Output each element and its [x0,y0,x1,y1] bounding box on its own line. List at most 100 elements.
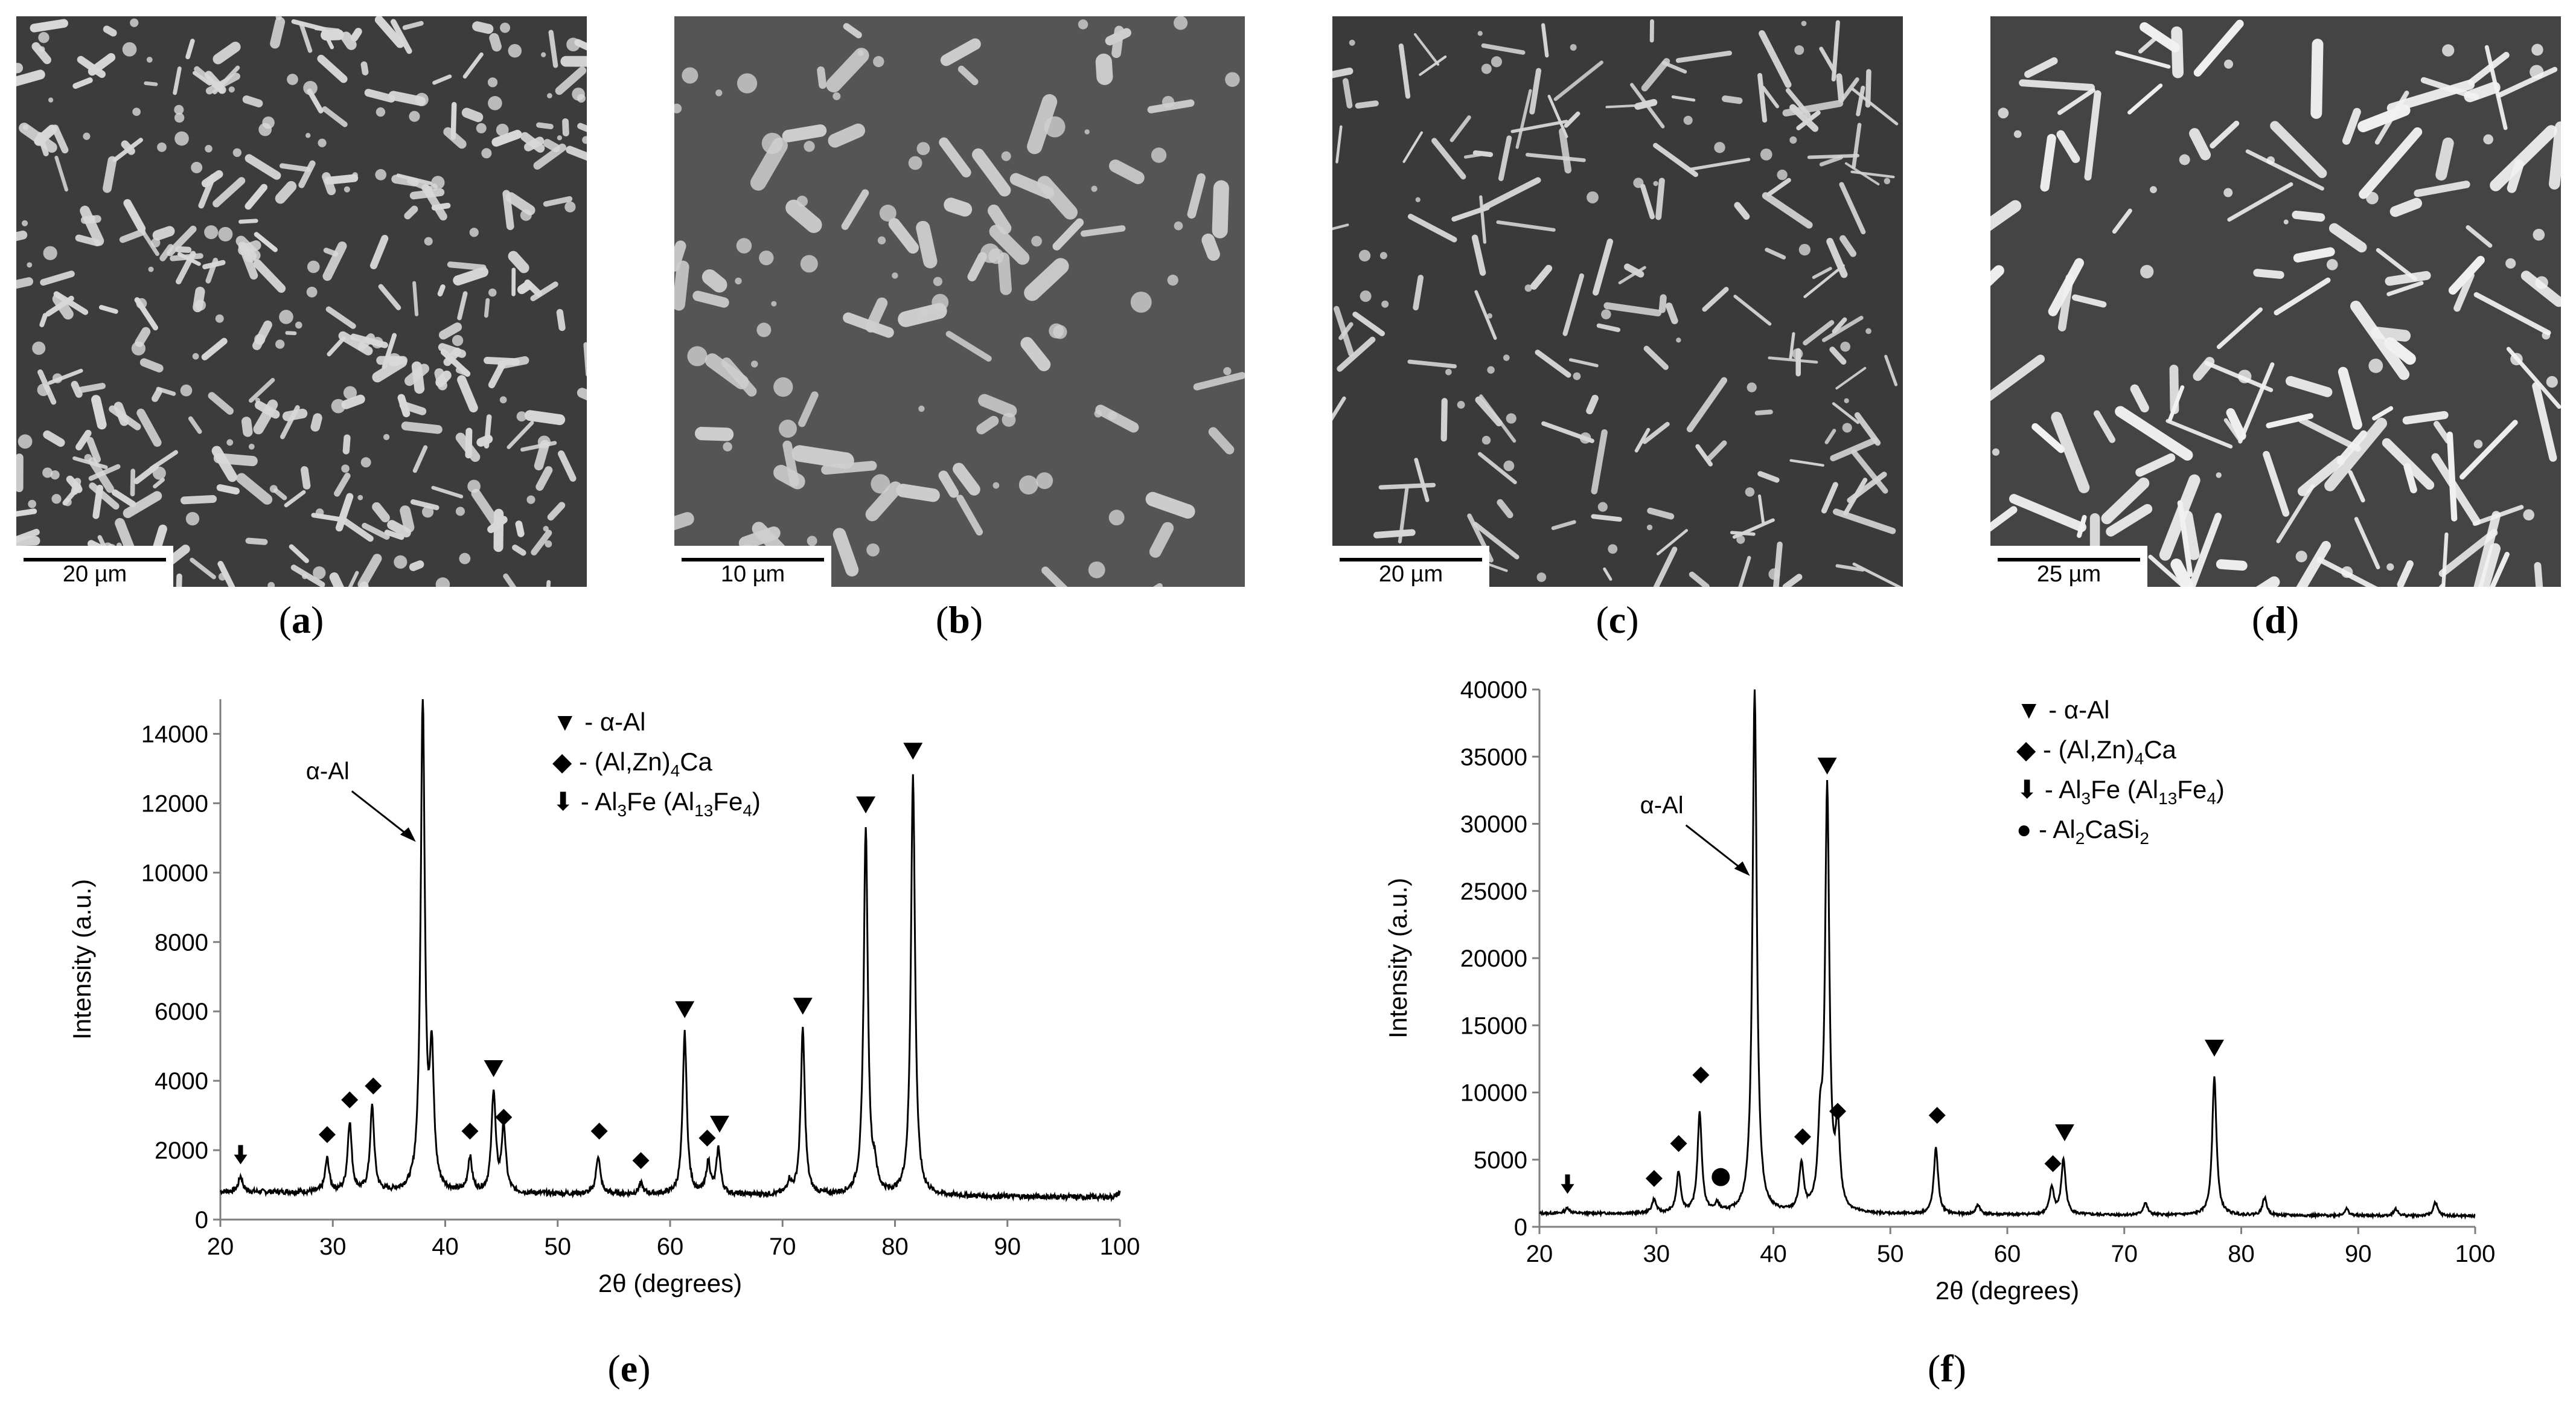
bright-particle [1477,31,1483,36]
bright-phase [2138,37,2157,54]
y-tick-label: 30000 [1460,811,1527,838]
bright-phase [401,421,443,434]
bright-particle [1349,39,1355,46]
bright-particle [52,373,63,383]
bright-phase [176,251,196,284]
legend: ▼ - α-Al ◆ - (Al,Zn)4Ca ⬇ - Al3Fe (Al13Fe4… [552,708,761,820]
bright-particle [22,124,29,130]
bright-phase [54,156,69,192]
bright-particle [488,288,497,297]
bright-phase [2298,417,2362,452]
bright-particle [180,384,193,397]
bright-phase [290,565,325,587]
bright-phase [1687,158,1751,171]
bright-phase [397,394,411,418]
bright-phase [865,481,903,522]
bright-phase [1559,127,1572,174]
bright-phase [289,544,309,563]
annotation-arrow-line [351,790,414,840]
bright-phase [77,56,106,78]
bright-phase [692,290,729,308]
bright-phase [317,54,348,83]
y-tick-label: 0 [195,1207,208,1233]
bright-phase [2227,182,2293,222]
bright-phase [2473,292,2551,336]
scale-bar-label: 20 µm [62,561,127,587]
bright-phase [1041,566,1068,587]
bright-phase [817,66,827,89]
bright-phase [453,267,489,286]
bright-phase [2115,50,2171,69]
bright-phase [507,421,534,449]
bright-particle [1646,524,1653,531]
bright-phase [1332,67,1354,78]
bright-phase [80,205,104,246]
bright-phase [364,89,395,103]
bright-phase [2459,420,2518,480]
bright-phase [254,232,278,252]
bright-phase [1768,356,1818,364]
bright-particle [430,183,438,191]
bright-phase [1596,323,1621,333]
bright-phase [329,572,344,587]
bright-phase [1201,233,1220,261]
bright-phase [2438,529,2498,577]
bright-particle [796,196,808,207]
scale-bar: 25 µm [1990,546,2147,587]
bright-particle [1094,409,1102,418]
bright-particle [761,132,783,154]
bright-phase [1510,120,1568,133]
bright-particle [2533,229,2545,241]
bright-particle [1415,197,1421,202]
bright-particle [2366,191,2379,205]
bright-particle [1358,249,1371,262]
bright-phase [828,123,866,148]
bright-phase [2435,137,2454,181]
bright-phase [404,205,418,220]
annotation-arrowhead [400,827,416,842]
bright-phase [1592,238,1614,296]
caption-a: (a) [278,598,324,641]
x-tick-label: 100 [2455,1241,2496,1267]
bright-particle [215,314,224,323]
bright-phase [1355,100,1379,109]
bright-phase [782,440,799,487]
bright-phase [1839,235,1857,257]
bright-phase [372,502,390,523]
bright-phase [1431,138,1466,180]
bright-particle [1031,235,1042,247]
bright-particle [2473,440,2483,449]
y-tick-label: 14000 [141,721,208,747]
bright-particle [1653,181,1658,187]
bright-phase [2084,90,2101,181]
bright-phase [841,189,869,230]
bright-phase [2115,406,2193,461]
bright-phase [2473,511,2501,587]
bright-particle [1445,368,1452,376]
bright-particle [27,262,33,268]
bright-particle [759,250,774,266]
bright-phase [833,528,859,577]
bright-phase [78,383,106,393]
bright-particle [146,57,153,63]
bright-phase [53,291,89,315]
bright-particle [2216,472,2222,478]
bright-phase [1020,337,1051,371]
phase-marker-diamond [590,1122,608,1140]
bright-phase [1757,471,1780,483]
bright-phase [1568,358,1599,368]
bright-phase [348,571,359,587]
bright-phase [1738,555,1751,587]
bright-phase [2009,494,2086,533]
bright-phase [123,491,162,519]
bright-phase [1212,180,1229,238]
bright-particle [295,321,302,329]
bright-phase [1037,176,1078,220]
x-tick-label: 50 [1877,1241,1904,1267]
bright-particle [130,18,139,27]
bright-particle [39,46,45,53]
bright-particle [1108,510,1125,526]
bright-phase [1773,541,1783,587]
bright-phase [2057,273,2074,331]
bright-phase [1440,398,1448,442]
